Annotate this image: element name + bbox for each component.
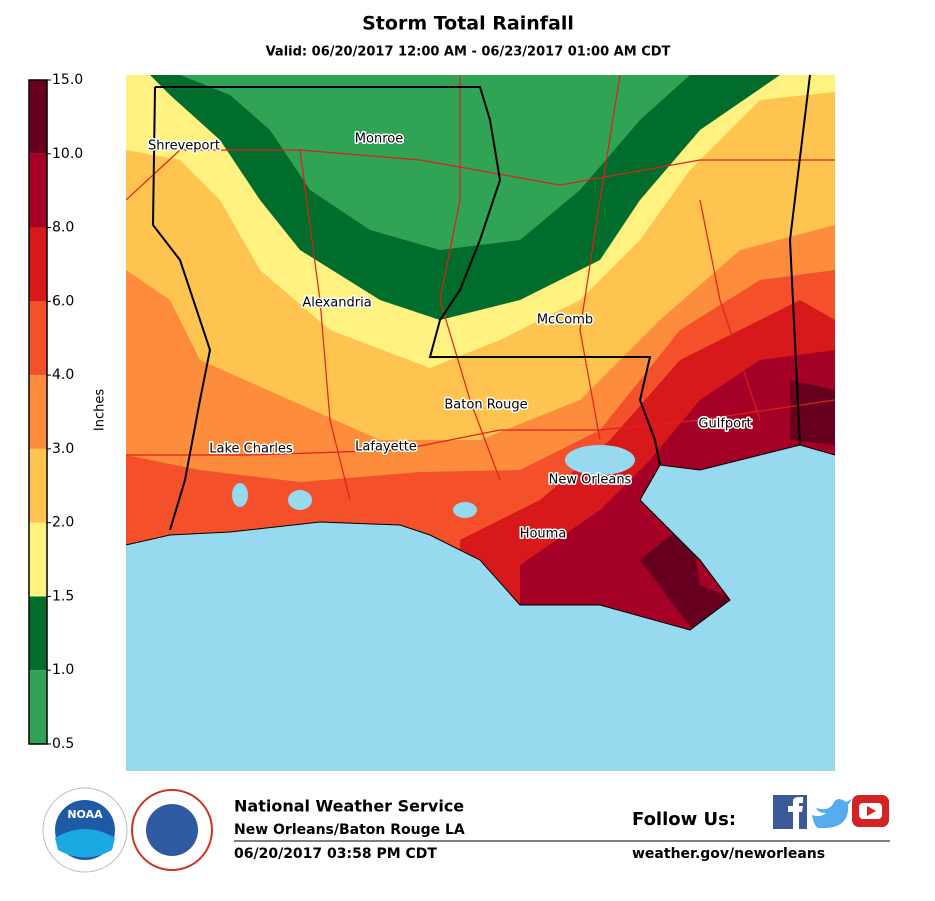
colorbar: 0.5 1.0 1.5 2.0 3.0 4.0 6.0 8.0 10.0 15.0 bbox=[28, 72, 83, 752]
city-label: Gulfport bbox=[698, 417, 751, 432]
city-label: Alexandria bbox=[302, 296, 371, 311]
title: Storm Total Rainfall bbox=[362, 13, 574, 35]
color-bin bbox=[29, 448, 47, 523]
colorbar-tick-label: 8.0 bbox=[52, 220, 74, 236]
coastline bbox=[125, 444, 836, 631]
colorbar-tick-label: 1.5 bbox=[52, 588, 74, 604]
color-bin bbox=[29, 522, 47, 597]
issued-time: 06/20/2017 03:58 PM CDT bbox=[234, 846, 437, 862]
nws-logo-inner bbox=[146, 804, 198, 856]
colorbar-tick-label: 6.0 bbox=[52, 293, 74, 309]
twitter-icon[interactable] bbox=[812, 799, 852, 829]
noaa-text: NOAA bbox=[67, 808, 103, 821]
colorbar-tick-label: 10.0 bbox=[52, 146, 83, 162]
roads bbox=[125, 74, 836, 501]
youtube-play bbox=[867, 806, 876, 816]
colorbar-frame bbox=[28, 79, 48, 745]
color-bin bbox=[29, 596, 47, 671]
city-label: Houma bbox=[520, 527, 567, 542]
state-borders bbox=[151, 74, 811, 531]
facebook-glyph bbox=[788, 797, 803, 829]
office-name: New Orleans/Baton Rouge LA bbox=[234, 822, 465, 838]
colorbar-tick-label: 2.0 bbox=[52, 515, 74, 531]
website[interactable]: weather.gov/neworleans bbox=[632, 846, 825, 862]
color-bin bbox=[29, 670, 47, 744]
color-bin bbox=[29, 153, 47, 228]
colorbar-tick-label: 1.0 bbox=[52, 662, 74, 678]
colorbar-tick-label: 15.0 bbox=[52, 72, 83, 88]
legend-label: Inches bbox=[93, 389, 108, 431]
footer: NOAA National Weather Service New Orlean… bbox=[42, 787, 890, 873]
city-label: Baton Rouge bbox=[444, 398, 527, 413]
colorbar-tick-label: 4.0 bbox=[52, 367, 74, 383]
color-bin bbox=[29, 227, 47, 302]
city-label: Shreveport bbox=[148, 139, 220, 154]
city-label: Lafayette bbox=[355, 440, 417, 455]
follow-us: Follow Us: bbox=[632, 809, 736, 830]
map: Shreveport Monroe Alexandria McComb Baton Ro… bbox=[125, 74, 836, 771]
city-labels: Shreveport Monroe Alexandria McComb Baton Ro… bbox=[147, 130, 754, 543]
rainfall-zones bbox=[126, 75, 835, 630]
noaa-wave bbox=[55, 829, 115, 858]
color-bin bbox=[29, 301, 47, 376]
colorbar-tick-label: 3.0 bbox=[52, 441, 74, 457]
subtitle: Valid: 06/20/2017 12:00 AM - 06/23/2017 … bbox=[266, 45, 671, 60]
city-label: Lake Charles bbox=[209, 442, 293, 457]
colorbar-tick-label: 0.5 bbox=[52, 736, 74, 752]
color-bin bbox=[29, 375, 47, 449]
city-label: New Orleans bbox=[549, 473, 632, 488]
city-label: Monroe bbox=[355, 132, 403, 147]
org-name: National Weather Service bbox=[234, 797, 464, 816]
city-label: McComb bbox=[537, 313, 593, 328]
color-bin bbox=[29, 80, 47, 154]
